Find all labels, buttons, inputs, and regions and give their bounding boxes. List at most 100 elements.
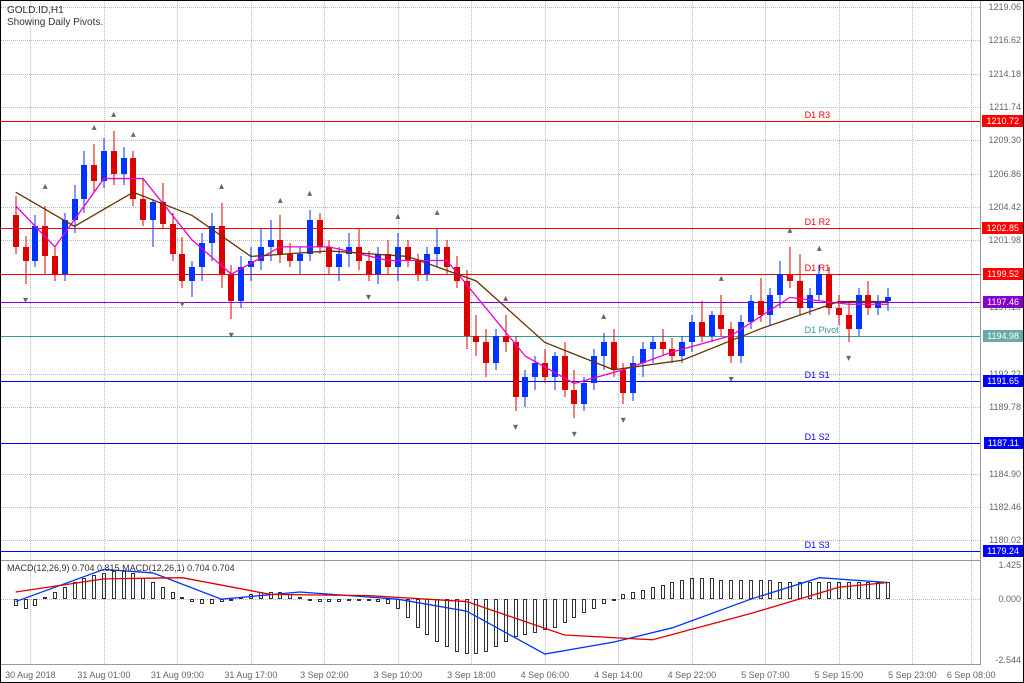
candle[interactable]: [777, 1, 783, 561]
candle[interactable]: [591, 1, 597, 561]
candle[interactable]: [856, 1, 862, 561]
candle[interactable]: [601, 1, 607, 561]
candle[interactable]: [91, 1, 97, 561]
candle[interactable]: [219, 1, 225, 561]
candle[interactable]: [366, 1, 372, 561]
candle[interactable]: [620, 1, 626, 561]
candle[interactable]: [32, 1, 38, 561]
candle[interactable]: [846, 1, 852, 561]
candle[interactable]: [542, 1, 548, 561]
candle[interactable]: [454, 1, 460, 561]
candle[interactable]: [415, 1, 421, 561]
candle-body: [787, 274, 793, 281]
fractal-down-icon: ▾: [366, 292, 371, 303]
candle[interactable]: [62, 1, 68, 561]
candle[interactable]: [473, 1, 479, 561]
candle[interactable]: [160, 1, 166, 561]
candle[interactable]: [297, 1, 303, 561]
fractal-up-icon: ▴: [92, 122, 97, 133]
fractal-up-icon: ▴: [131, 129, 136, 140]
candle[interactable]: [326, 1, 332, 561]
candle[interactable]: [709, 1, 715, 561]
macd-indicator[interactable]: MACD(12,26,9) 0.704 0.815 MACD(12,26,1) …: [1, 561, 981, 666]
candle[interactable]: [875, 1, 881, 561]
pivot-line: [1, 302, 980, 303]
candle[interactable]: [816, 1, 822, 561]
candle[interactable]: [150, 1, 156, 561]
candle[interactable]: [130, 1, 136, 561]
candle[interactable]: [307, 1, 313, 561]
candle[interactable]: [513, 1, 519, 561]
candle[interactable]: [562, 1, 568, 561]
candle[interactable]: [258, 1, 264, 561]
candle[interactable]: [728, 1, 734, 561]
candle[interactable]: [464, 1, 470, 561]
candle[interactable]: [42, 1, 48, 561]
candle[interactable]: [493, 1, 499, 561]
main-price-chart[interactable]: GOLD.ID,H1 Showing Daily Pivots. D1 R3D1…: [1, 1, 981, 561]
candle[interactable]: [522, 1, 528, 561]
macd-bar: [592, 599, 596, 609]
candle[interactable]: [767, 1, 773, 561]
candle[interactable]: [395, 1, 401, 561]
candle[interactable]: [13, 1, 19, 561]
candle[interactable]: [650, 1, 656, 561]
candle[interactable]: [748, 1, 754, 561]
candle[interactable]: [699, 1, 705, 561]
candle[interactable]: [571, 1, 577, 561]
candle[interactable]: [121, 1, 127, 561]
candle[interactable]: [424, 1, 430, 561]
candle[interactable]: [836, 1, 842, 561]
candle[interactable]: [611, 1, 617, 561]
candle[interactable]: [444, 1, 450, 561]
candle[interactable]: [336, 1, 342, 561]
candle[interactable]: [669, 1, 675, 561]
candle[interactable]: [630, 1, 636, 561]
candle-body: [228, 274, 234, 301]
candle[interactable]: [581, 1, 587, 561]
candle[interactable]: [287, 1, 293, 561]
candle[interactable]: [375, 1, 381, 561]
grid-h: [1, 374, 980, 375]
candle[interactable]: [807, 1, 813, 561]
candle[interactable]: [277, 1, 283, 561]
candle[interactable]: [865, 1, 871, 561]
candle[interactable]: [679, 1, 685, 561]
candle[interactable]: [101, 1, 107, 561]
candle[interactable]: [787, 1, 793, 561]
candle[interactable]: [238, 1, 244, 561]
candle[interactable]: [268, 1, 274, 561]
candle[interactable]: [52, 1, 58, 561]
candle[interactable]: [532, 1, 538, 561]
candle[interactable]: [189, 1, 195, 561]
candle[interactable]: [111, 1, 117, 561]
candle[interactable]: [405, 1, 411, 561]
candle[interactable]: [72, 1, 78, 561]
candle[interactable]: [199, 1, 205, 561]
candle[interactable]: [885, 1, 891, 561]
candle[interactable]: [179, 1, 185, 561]
candle[interactable]: [434, 1, 440, 561]
candle[interactable]: [758, 1, 764, 561]
candle[interactable]: [552, 1, 558, 561]
candle[interactable]: [640, 1, 646, 561]
candle[interactable]: [248, 1, 254, 561]
candle[interactable]: [209, 1, 215, 561]
candle[interactable]: [317, 1, 323, 561]
candle[interactable]: [797, 1, 803, 561]
candle[interactable]: [826, 1, 832, 561]
candle[interactable]: [483, 1, 489, 561]
candle[interactable]: [689, 1, 695, 561]
candle[interactable]: [660, 1, 666, 561]
candle[interactable]: [385, 1, 391, 561]
candle[interactable]: [356, 1, 362, 561]
candle[interactable]: [140, 1, 146, 561]
candle[interactable]: [346, 1, 352, 561]
candle[interactable]: [503, 1, 509, 561]
macd-bar: [376, 599, 380, 601]
candle[interactable]: [23, 1, 29, 561]
candle[interactable]: [738, 1, 744, 561]
candle[interactable]: [81, 1, 87, 561]
candle[interactable]: [228, 1, 234, 561]
candle[interactable]: [170, 1, 176, 561]
